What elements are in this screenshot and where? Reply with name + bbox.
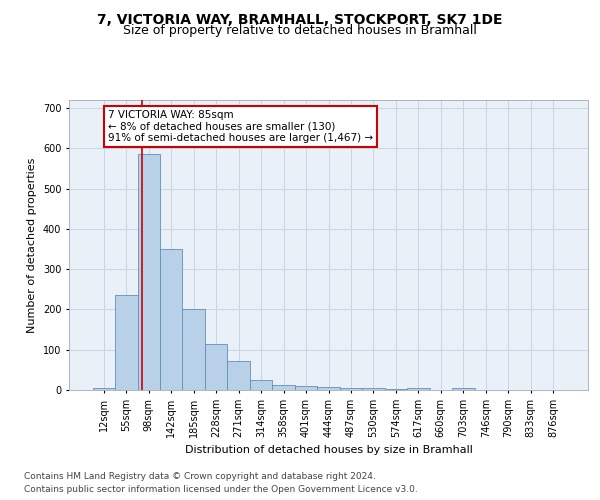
- Bar: [295, 386, 317, 390]
- Bar: [340, 388, 362, 390]
- Bar: [317, 387, 340, 390]
- Bar: [160, 249, 182, 390]
- Bar: [385, 389, 407, 390]
- Text: Contains public sector information licensed under the Open Government Licence v3: Contains public sector information licen…: [24, 485, 418, 494]
- Bar: [137, 154, 160, 390]
- Text: Contains HM Land Registry data © Crown copyright and database right 2024.: Contains HM Land Registry data © Crown c…: [24, 472, 376, 481]
- Bar: [115, 296, 137, 390]
- Text: Size of property relative to detached houses in Bramhall: Size of property relative to detached ho…: [123, 24, 477, 37]
- Text: 7 VICTORIA WAY: 85sqm
← 8% of detached houses are smaller (130)
91% of semi-deta: 7 VICTORIA WAY: 85sqm ← 8% of detached h…: [108, 110, 373, 144]
- Bar: [250, 380, 272, 390]
- Y-axis label: Number of detached properties: Number of detached properties: [28, 158, 37, 332]
- X-axis label: Distribution of detached houses by size in Bramhall: Distribution of detached houses by size …: [185, 446, 472, 456]
- Bar: [362, 388, 385, 390]
- Bar: [205, 344, 227, 390]
- Bar: [227, 361, 250, 390]
- Bar: [182, 310, 205, 390]
- Bar: [452, 388, 475, 390]
- Bar: [407, 388, 430, 390]
- Bar: [272, 385, 295, 390]
- Bar: [92, 388, 115, 390]
- Text: 7, VICTORIA WAY, BRAMHALL, STOCKPORT, SK7 1DE: 7, VICTORIA WAY, BRAMHALL, STOCKPORT, SK…: [97, 12, 503, 26]
